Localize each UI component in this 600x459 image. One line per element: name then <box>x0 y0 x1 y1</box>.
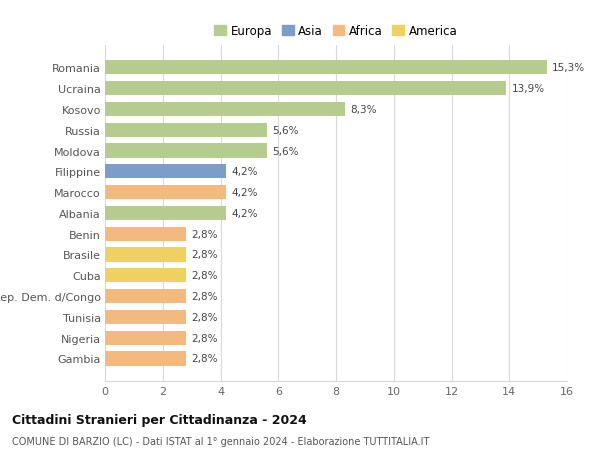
Bar <box>105 248 186 262</box>
Text: 2,8%: 2,8% <box>191 354 218 364</box>
Bar <box>105 352 186 366</box>
Text: 2,8%: 2,8% <box>191 229 218 239</box>
Bar <box>105 82 506 96</box>
Text: 4,2%: 4,2% <box>232 167 258 177</box>
Text: 13,9%: 13,9% <box>512 84 545 94</box>
Bar <box>105 310 186 324</box>
Text: 15,3%: 15,3% <box>552 63 585 73</box>
Bar <box>105 185 226 200</box>
Bar <box>105 144 266 158</box>
Text: 8,3%: 8,3% <box>350 105 376 115</box>
Legend: Europa, Asia, Africa, America: Europa, Asia, Africa, America <box>214 25 458 38</box>
Bar <box>105 103 344 117</box>
Text: 2,8%: 2,8% <box>191 250 218 260</box>
Bar <box>105 207 226 220</box>
Text: 5,6%: 5,6% <box>272 146 298 156</box>
Text: 2,8%: 2,8% <box>191 312 218 322</box>
Bar <box>105 269 186 283</box>
Text: Cittadini Stranieri per Cittadinanza - 2024: Cittadini Stranieri per Cittadinanza - 2… <box>12 413 307 426</box>
Text: 5,6%: 5,6% <box>272 125 298 135</box>
Bar <box>105 61 547 75</box>
Text: 2,8%: 2,8% <box>191 271 218 280</box>
Bar <box>105 123 266 138</box>
Text: 4,2%: 4,2% <box>232 188 258 198</box>
Bar <box>105 165 226 179</box>
Bar <box>105 289 186 303</box>
Bar <box>105 331 186 345</box>
Text: 4,2%: 4,2% <box>232 208 258 218</box>
Bar <box>105 227 186 241</box>
Text: COMUNE DI BARZIO (LC) - Dati ISTAT al 1° gennaio 2024 - Elaborazione TUTTITALIA.: COMUNE DI BARZIO (LC) - Dati ISTAT al 1°… <box>12 436 430 446</box>
Text: 2,8%: 2,8% <box>191 333 218 343</box>
Text: 2,8%: 2,8% <box>191 291 218 302</box>
